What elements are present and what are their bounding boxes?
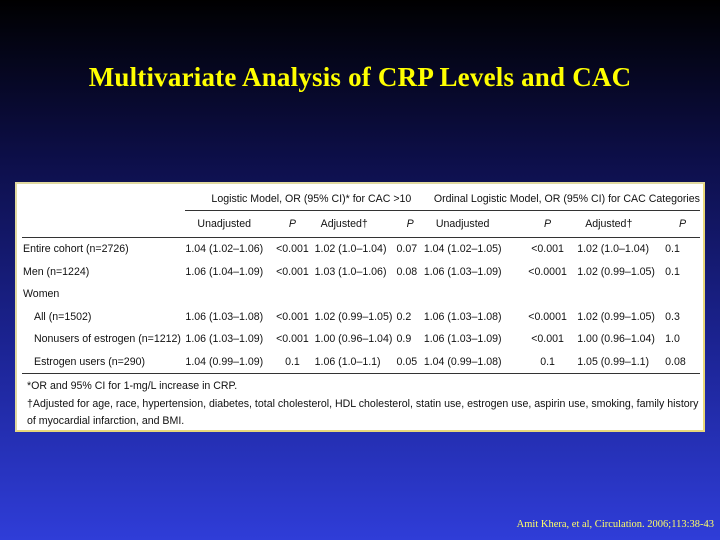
column-header-row: Unadjusted P Adjusted† P Unadjusted P Ad… (22, 211, 700, 238)
table-row: Entire cohort (n=2726) 1.04 (1.02–1.06) … (23, 243, 680, 256)
col-p-4: P (679, 218, 687, 230)
col-p-2: P (406, 218, 414, 230)
slide-title: Multivariate Analysis of CRP Levels and … (88, 62, 632, 92)
table-row: Nonusers of estrogen (n=1212) 1.06 (1.03… (34, 333, 680, 346)
group-header-row: Logistic Model, OR (95% CI)* for CAC >10… (22, 188, 700, 211)
col-p-1: P (288, 218, 296, 230)
col-adjusted-2: Adjusted† (585, 218, 633, 230)
table-row: Men (n=1224) 1.06 (1.04–1.09) <0.001 1.0… (23, 265, 680, 278)
footnote-adjusted-cont: of myocardial infarction, and BMI. (27, 415, 185, 427)
col-unadjusted-2: Unadjusted (435, 218, 490, 230)
table-row-section-women: Women (23, 288, 60, 301)
col-p-3: P (544, 218, 552, 230)
ordinal-model-header: Ordinal Logistic Model, OR (95% CI) for … (423, 188, 700, 211)
table-footnotes: *OR and 95% CI for 1-mg/L increase in CR… (27, 378, 698, 431)
results-table: Logistic Model, OR (95% CI)* for CAC >10… (22, 188, 700, 374)
table-row: Estrogen users (n=290) 1.04 (0.99–1.09) … (22, 351, 700, 374)
col-adjusted-1: Adjusted† (320, 218, 368, 230)
col-unadjusted-1: Unadjusted (197, 218, 252, 230)
table-row: All (n=1502) 1.06 (1.03–1.08) <0.001 1.0… (34, 310, 680, 323)
results-table-panel: Logistic Model, OR (95% CI)* for CAC >10… (15, 182, 705, 432)
footnote-or: *OR and 95% CI for 1-mg/L increase in CR… (27, 380, 238, 392)
logistic-model-header: Logistic Model, OR (95% CI)* for CAC >10 (185, 188, 424, 211)
citation: Amit Khera, et al, Circulation. 2006;113… (516, 519, 714, 530)
footnote-adjusted: †Adjusted for age, race, hypertension, d… (27, 397, 699, 410)
